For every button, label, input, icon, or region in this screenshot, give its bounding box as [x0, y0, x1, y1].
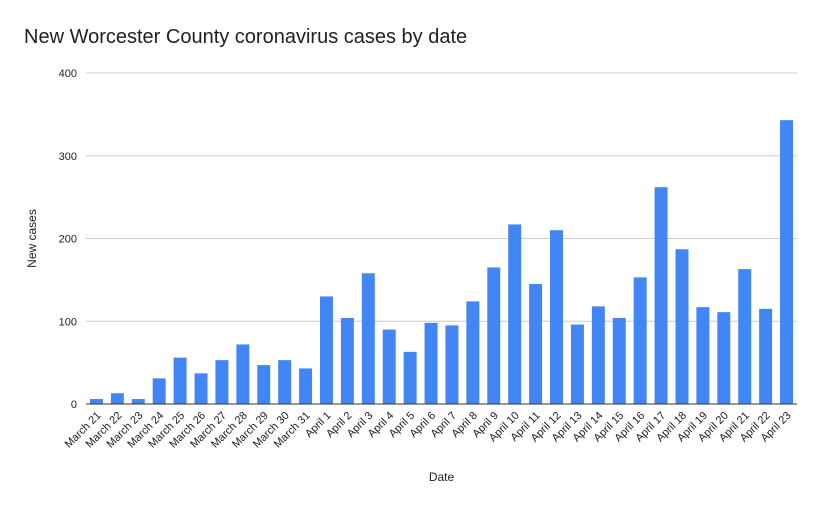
- bar: [320, 296, 333, 404]
- bar: [131, 399, 145, 404]
- x-axis-title: Date: [429, 470, 455, 484]
- bar: [780, 120, 794, 404]
- bar: [382, 329, 396, 404]
- bar: [738, 269, 752, 404]
- bar: [278, 360, 292, 404]
- y-tick-label: 0: [71, 399, 77, 411]
- bar: [675, 249, 689, 404]
- bar: [487, 267, 501, 404]
- y-axis-ticks: 0 100 200 300 400: [59, 68, 77, 411]
- bars: [89, 120, 794, 404]
- bar: [257, 365, 271, 404]
- bar: [110, 393, 124, 404]
- bar: [759, 308, 773, 404]
- y-tick-label: 400: [59, 68, 77, 80]
- bar: [424, 322, 438, 404]
- bar: [173, 357, 187, 404]
- bar: [717, 312, 731, 404]
- bar: [633, 277, 647, 404]
- bar: [152, 378, 166, 404]
- bar: [445, 325, 459, 404]
- bar: [89, 399, 103, 404]
- bar: [299, 368, 313, 404]
- chart-title: New Worcester County coronavirus cases b…: [24, 26, 468, 48]
- y-axis-title: New cases: [25, 209, 39, 268]
- bar: [194, 373, 208, 404]
- bar: [612, 317, 626, 404]
- bar: [570, 324, 584, 404]
- bar: [696, 307, 710, 404]
- bar: [550, 230, 563, 404]
- bar: [403, 351, 417, 404]
- gridlines: [86, 72, 797, 322]
- bar: [466, 301, 480, 404]
- bar: [529, 284, 543, 404]
- bar: [654, 187, 668, 404]
- bar: [215, 360, 229, 404]
- y-tick-label: 200: [59, 234, 77, 246]
- bar: [361, 273, 375, 404]
- y-tick-label: 100: [59, 316, 77, 328]
- bar: [340, 317, 354, 404]
- bar: [508, 224, 522, 404]
- bar: [591, 306, 605, 404]
- bar: [236, 344, 250, 404]
- y-tick-label: 300: [59, 151, 77, 163]
